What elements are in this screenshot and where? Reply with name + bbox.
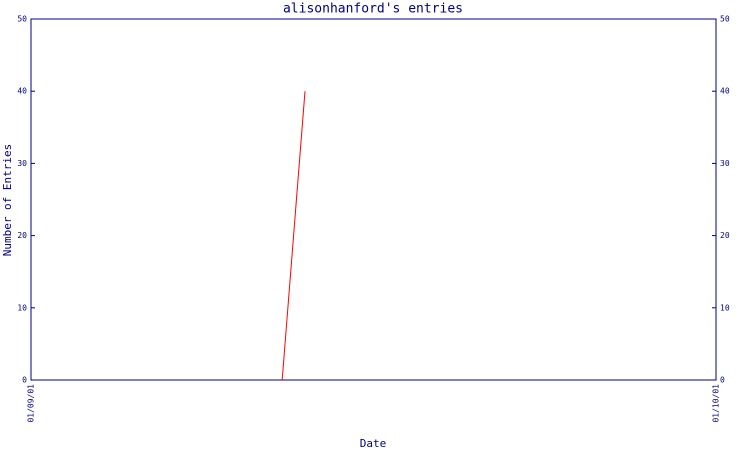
y-tick-label: 50	[17, 15, 27, 24]
y-tick-label: 0	[22, 376, 27, 385]
y-axis-title: Number of Entries	[1, 144, 14, 257]
y-tick-label: 40	[17, 87, 27, 96]
y2-tick-label: 20	[720, 231, 730, 240]
y2-tick-label: 50	[720, 15, 730, 24]
y2-tick-label: 40	[720, 87, 730, 96]
y2-tick-label: 0	[720, 376, 725, 385]
data-line	[281, 91, 306, 381]
x-tick-label: 01/09/01	[27, 384, 36, 423]
plot-frame	[30, 18, 717, 381]
y-tick-label: 10	[17, 303, 27, 312]
x-tick-label: 01/10/01	[712, 384, 721, 423]
y-tick-label: 30	[17, 159, 27, 168]
x-axis-title: Date	[360, 437, 387, 450]
y2-tick-label: 30	[720, 159, 730, 168]
y2-tick-label: 10	[720, 303, 730, 312]
y-tick-label: 20	[17, 231, 27, 240]
chart-title: alisonhanford's entries	[283, 2, 463, 17]
